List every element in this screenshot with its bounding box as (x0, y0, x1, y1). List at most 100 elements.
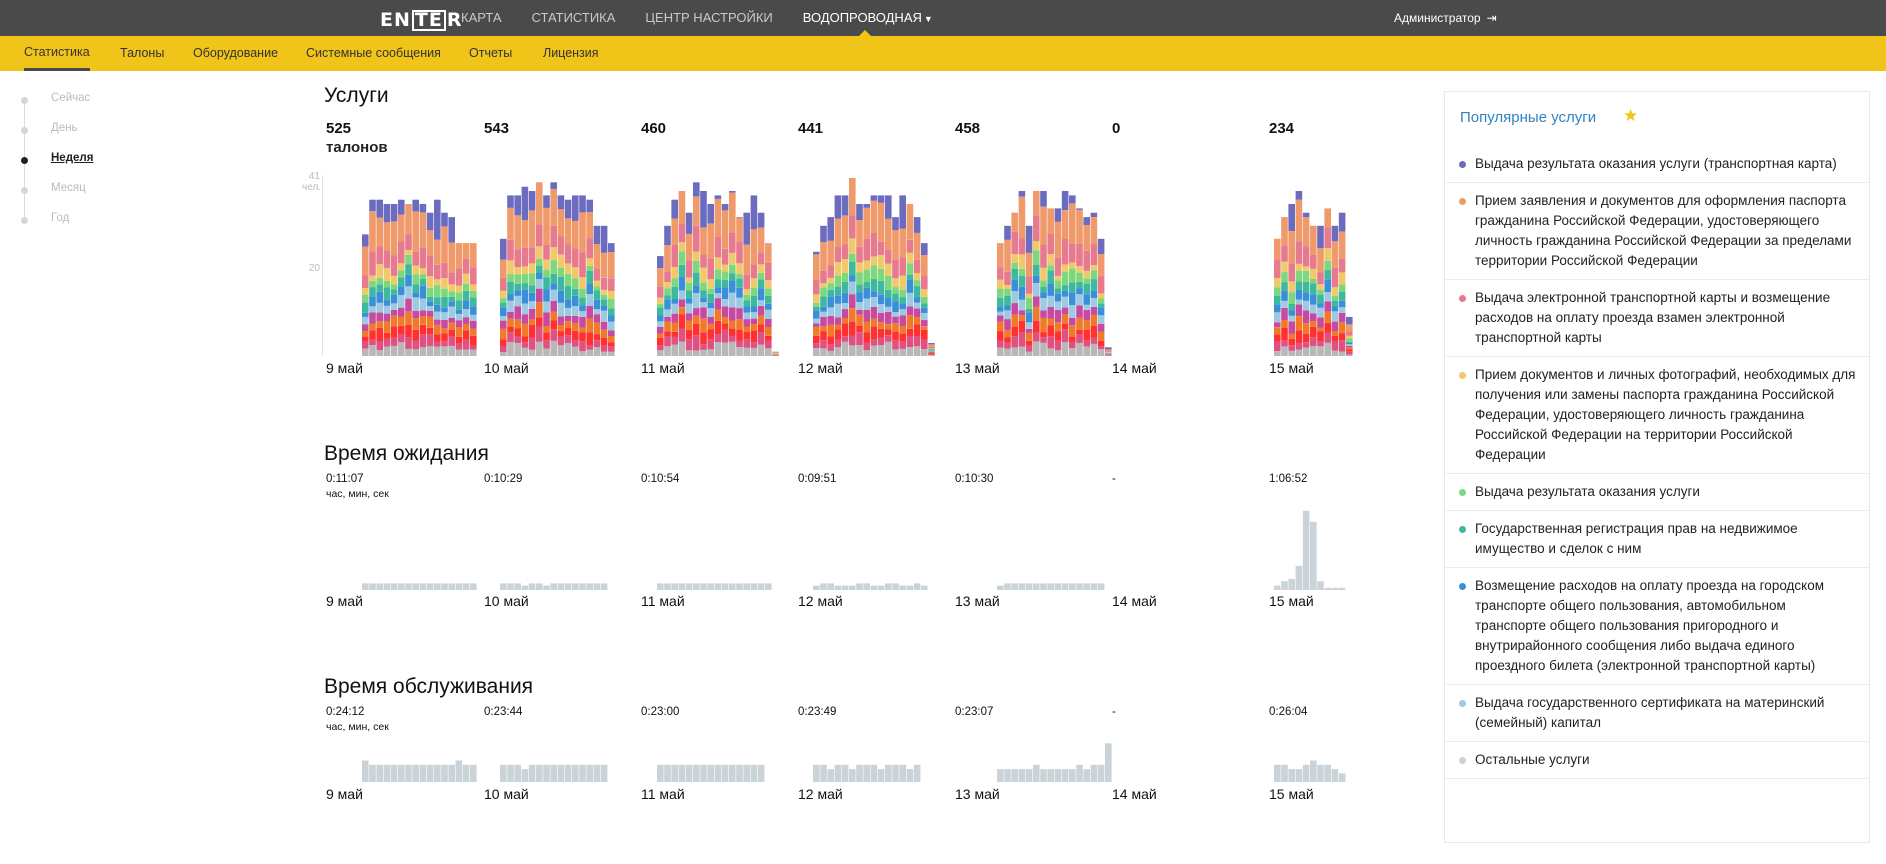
services-bar-segment (448, 318, 455, 323)
wait-day-label: 12 май (798, 593, 843, 609)
services-bar-segment (1090, 337, 1098, 344)
service-time-bar (455, 760, 463, 782)
services-bar-segment (586, 270, 593, 285)
services-bar-segment (757, 332, 765, 345)
services-bar-segment (700, 307, 707, 319)
nav-statistics[interactable]: СТАТИСТИКА (531, 10, 616, 25)
list-item[interactable]: Выдача электронной транспортной карты и … (1445, 280, 1869, 357)
subnav-system-messages[interactable]: Системные сообщения (306, 46, 441, 60)
services-bar-segment (657, 307, 664, 316)
services-bar-segment (1083, 217, 1090, 225)
list-item[interactable]: Прием заявления и документов для оформле… (1445, 183, 1869, 280)
services-bar-segment (1281, 290, 1288, 301)
services-bar-segment (856, 220, 863, 247)
services-bar-segment (1076, 317, 1083, 330)
star-icon[interactable]: ★ (1623, 106, 1639, 125)
services-bar-segment (678, 328, 686, 342)
user-menu[interactable]: Администратор ⇥ (1394, 0, 1497, 36)
services-bar-segment (593, 225, 601, 244)
subnav-statistics[interactable]: Статистика (24, 36, 90, 71)
services-bar-segment (1033, 191, 1040, 216)
services-bar-segment (593, 300, 601, 310)
list-item[interactable]: Выдача государственного сертификата на м… (1445, 685, 1869, 742)
services-bar-segment (600, 351, 608, 356)
services-bar-segment (757, 344, 765, 356)
service-time-bar (405, 764, 412, 782)
services-bar-segment (1011, 212, 1018, 232)
services-bar-segment (1302, 342, 1310, 348)
services-bar-segment (834, 262, 842, 276)
service-time-bar (700, 764, 707, 782)
wait-time-bar (1011, 583, 1018, 590)
services-bar-segment (1097, 293, 1105, 299)
subnav-equipment[interactable]: Оборудование (193, 46, 279, 60)
services-bar-segment (500, 298, 507, 303)
nav-office-dropdown[interactable]: ВОДОПРОВОДНАЯ ▼ (803, 0, 933, 36)
services-bar-segment (441, 288, 448, 297)
services-bar-segment (564, 300, 572, 308)
services-bar-segment (543, 312, 550, 326)
list-item[interactable]: Выдача результата оказания услуги (1445, 474, 1869, 511)
services-bar-segment (405, 337, 412, 349)
services-bar-segment (390, 255, 398, 276)
logo[interactable]: EN TE R (380, 9, 462, 31)
services-bar-segment (441, 333, 448, 342)
services-bar-segment (1317, 284, 1324, 290)
list-item[interactable]: Государственная регистрация прав на недв… (1445, 511, 1869, 568)
services-bar-segment (827, 307, 834, 316)
list-item[interactable]: Прием документов и личных фотографий, не… (1445, 357, 1869, 474)
subnav-license[interactable]: Лицензия (543, 46, 599, 60)
services-bar-segment (1069, 348, 1076, 356)
subnav-reports[interactable]: Отчеты (469, 46, 513, 60)
services-bar-segment (1076, 244, 1083, 267)
services-bar-segment (813, 318, 820, 324)
nav-settings-center[interactable]: ЦЕНТР НАСТРОЙКИ (645, 10, 773, 25)
services-bar-segment (412, 340, 419, 350)
service-time-bar (721, 764, 729, 782)
services-bar-segment (870, 278, 878, 292)
services-bar-segment (813, 254, 820, 280)
services-bar-segment (736, 308, 743, 320)
chevron-down-icon: ▼ (923, 14, 933, 24)
services-bar-segment (765, 340, 772, 349)
services-axis-mid: 20 (308, 263, 320, 274)
services-bar-segment (921, 296, 928, 304)
services-bar-segment (586, 332, 593, 345)
services-bar-segment (671, 313, 678, 323)
wait-time-bar (514, 583, 521, 590)
services-bar-segment (899, 326, 906, 334)
services-bar-segment (586, 199, 593, 213)
wait-time-bar (1302, 510, 1310, 590)
services-bar-segment (928, 350, 935, 352)
services-bar-segment (600, 289, 608, 295)
services-bar-segment (543, 259, 550, 270)
service-time-bar (729, 764, 736, 782)
services-bar-segment (507, 260, 514, 274)
services-bar-segment (1047, 270, 1054, 284)
service-time-day-label: 11 май (641, 786, 685, 802)
list-item[interactable]: Остальные услуги (1445, 742, 1869, 779)
services-bar-segment (714, 321, 722, 335)
nav-map[interactable]: КАРТА (461, 10, 502, 25)
services-bar-segment (1331, 267, 1339, 288)
services-bar-segment (841, 317, 849, 324)
services-bar-segment (536, 246, 543, 260)
services-bar-segment (849, 308, 856, 322)
service-time-bar (813, 764, 820, 782)
logo-text-2: TE (411, 10, 446, 31)
services-bar-segment (877, 195, 885, 203)
services-bar-segment (870, 297, 878, 307)
services-bar-segment (913, 336, 921, 347)
list-item[interactable]: Возмещение расходов на оплату проезда на… (1445, 568, 1869, 685)
services-bar-segment (521, 336, 529, 343)
services-bar-segment (586, 345, 593, 350)
services-bar-segment (1069, 336, 1076, 342)
services-bar-segment (834, 275, 842, 287)
logout-icon[interactable]: ⇥ (1486, 11, 1497, 25)
top-bar: EN TE R КАРТА СТАТИСТИКА ЦЕНТР НАСТРОЙКИ В… (0, 0, 1886, 36)
period-dot (21, 217, 28, 224)
service-time-value: - (1112, 706, 1116, 718)
subnav-tickets[interactable]: Талоны (120, 46, 165, 60)
list-item[interactable]: Выдача результата оказания услуги (транс… (1445, 146, 1869, 183)
services-bar-segment (757, 305, 765, 316)
